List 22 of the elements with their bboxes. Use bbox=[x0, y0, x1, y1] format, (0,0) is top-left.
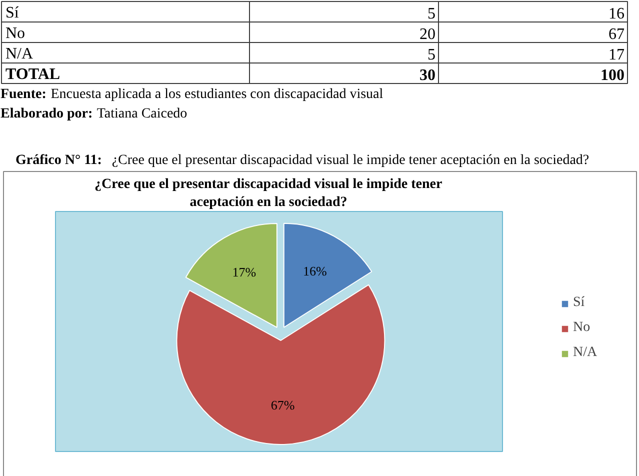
data-label: 17 bbox=[608, 46, 624, 64]
text: Gráfico N° 11: ¿Cree que el presentar discapacidad visual le impide tener aceptación en la sociedad? bbox=[16, 153, 590, 168]
data-label: 67 bbox=[608, 26, 624, 43]
legend-label: Sí bbox=[573, 295, 586, 311]
legend-label: N/A bbox=[573, 345, 598, 361]
chart-title: ¿Cree que el presentar discapacidad visual le impide tener aceptación en la sociedad? bbox=[94, 177, 442, 210]
data-label: 20 bbox=[420, 26, 436, 43]
data-label: 16% bbox=[303, 263, 328, 278]
category-label: No bbox=[6, 24, 26, 42]
data-label: 100 bbox=[600, 66, 624, 84]
data-label: 17% bbox=[232, 264, 256, 280]
data-label: 16 bbox=[608, 5, 624, 22]
category-label: Sí bbox=[6, 4, 20, 22]
text: Elaborado por: Tatiana Caicedo bbox=[0, 106, 188, 122]
legend-label: No bbox=[573, 320, 592, 336]
category-label: TOTAL bbox=[6, 66, 60, 83]
data-label: 5 bbox=[428, 46, 436, 64]
data-label: 67% bbox=[270, 397, 295, 412]
data-label: 5 bbox=[428, 5, 436, 22]
source-note: Fuente: Encuesta aplicada a los estudiantes con discapacidad visual bbox=[0, 87, 384, 102]
category-label: N/A bbox=[6, 45, 34, 62]
data-label: 30 bbox=[420, 66, 436, 84]
